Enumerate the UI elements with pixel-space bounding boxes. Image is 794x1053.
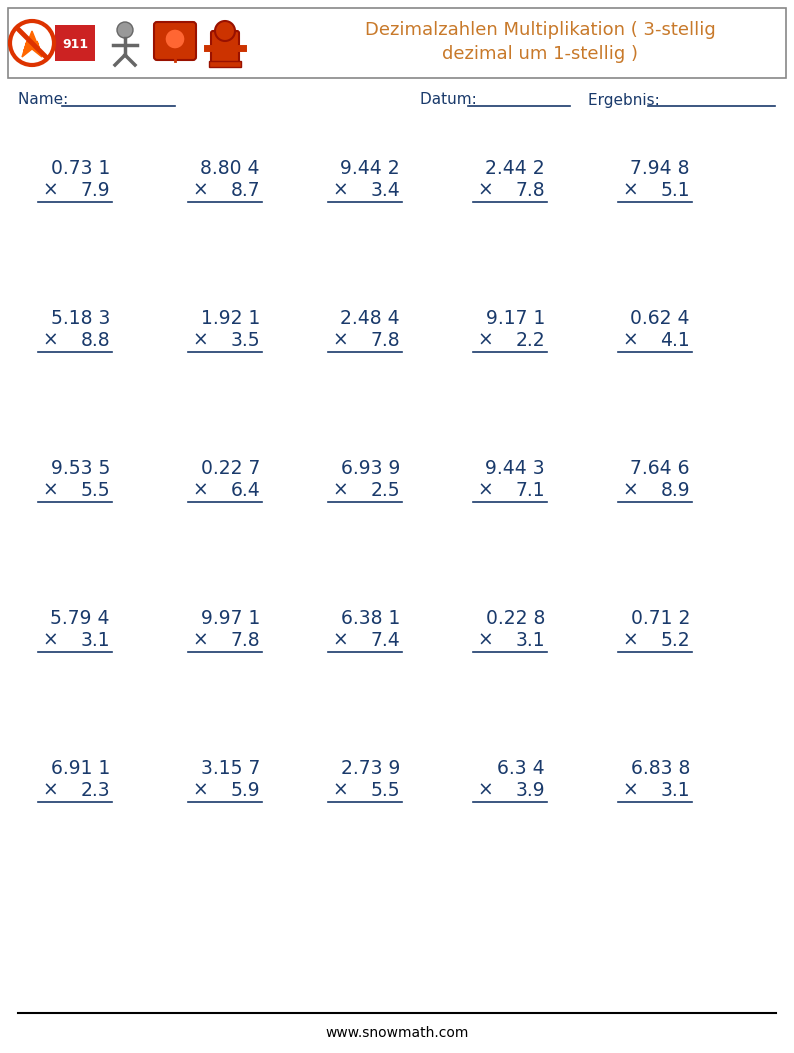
Text: 911: 911 xyxy=(62,39,88,52)
Text: 9.97 1: 9.97 1 xyxy=(201,609,260,628)
Text: 0.22 7: 0.22 7 xyxy=(201,458,260,477)
Text: 8.7: 8.7 xyxy=(230,180,260,199)
Text: 4.1: 4.1 xyxy=(661,331,690,350)
Text: Datum:: Datum: xyxy=(420,93,482,107)
Text: 2.2: 2.2 xyxy=(515,331,545,350)
Text: ×: × xyxy=(332,180,348,199)
Polygon shape xyxy=(22,31,42,57)
Text: 9.53 5: 9.53 5 xyxy=(51,458,110,477)
Text: 7.64 6: 7.64 6 xyxy=(630,458,690,477)
Text: dezimal um 1-stellig ): dezimal um 1-stellig ) xyxy=(442,45,638,63)
Text: 6.38 1: 6.38 1 xyxy=(341,609,400,628)
Text: ×: × xyxy=(42,780,58,799)
Bar xyxy=(55,25,95,61)
Text: 3.15 7: 3.15 7 xyxy=(201,758,260,777)
Text: ×: × xyxy=(42,480,58,499)
Text: 6.83 8: 6.83 8 xyxy=(630,758,690,777)
Text: ×: × xyxy=(477,631,493,650)
Text: 5.2: 5.2 xyxy=(661,631,690,650)
Circle shape xyxy=(10,21,54,65)
Text: 9.17 1: 9.17 1 xyxy=(486,309,545,327)
Text: 7.1: 7.1 xyxy=(515,480,545,499)
Text: 7.94 8: 7.94 8 xyxy=(630,159,690,178)
Text: 9.44 2: 9.44 2 xyxy=(341,159,400,178)
Text: 5.18 3: 5.18 3 xyxy=(51,309,110,327)
Text: ×: × xyxy=(192,180,208,199)
Text: 3.5: 3.5 xyxy=(230,331,260,350)
Text: ×: × xyxy=(622,780,638,799)
Text: 0.71 2: 0.71 2 xyxy=(630,609,690,628)
Text: 8.80 4: 8.80 4 xyxy=(201,159,260,178)
Text: 7.8: 7.8 xyxy=(370,331,400,350)
Text: 3.1: 3.1 xyxy=(661,780,690,799)
Text: 3.4: 3.4 xyxy=(370,180,400,199)
Text: 1.92 1: 1.92 1 xyxy=(201,309,260,327)
Text: 7.9: 7.9 xyxy=(80,180,110,199)
Circle shape xyxy=(117,22,133,38)
Circle shape xyxy=(165,29,185,49)
Text: 6.91 1: 6.91 1 xyxy=(51,758,110,777)
Text: Ergebnis:: Ergebnis: xyxy=(588,93,665,107)
Bar xyxy=(8,8,786,78)
Text: www.snowmath.com: www.snowmath.com xyxy=(326,1026,468,1040)
Text: 8.9: 8.9 xyxy=(661,480,690,499)
FancyBboxPatch shape xyxy=(154,22,196,60)
Text: 7.8: 7.8 xyxy=(230,631,260,650)
Bar xyxy=(209,61,241,67)
Text: 3.1: 3.1 xyxy=(515,631,545,650)
Text: 0.62 4: 0.62 4 xyxy=(630,309,690,327)
Text: 6.93 9: 6.93 9 xyxy=(341,458,400,477)
Text: ×: × xyxy=(332,331,348,350)
Circle shape xyxy=(215,21,235,41)
Text: ×: × xyxy=(192,480,208,499)
Text: ×: × xyxy=(622,331,638,350)
Text: 9.44 3: 9.44 3 xyxy=(485,458,545,477)
Text: 2.48 4: 2.48 4 xyxy=(341,309,400,327)
Text: ×: × xyxy=(42,180,58,199)
Text: 3.9: 3.9 xyxy=(515,780,545,799)
Text: 2.44 2: 2.44 2 xyxy=(485,159,545,178)
Text: 3.1: 3.1 xyxy=(80,631,110,650)
FancyBboxPatch shape xyxy=(211,31,239,65)
Text: ×: × xyxy=(192,780,208,799)
Text: 5.1: 5.1 xyxy=(661,180,690,199)
Text: ×: × xyxy=(622,180,638,199)
Text: ×: × xyxy=(477,480,493,499)
Text: ×: × xyxy=(192,631,208,650)
Text: ×: × xyxy=(622,631,638,650)
Text: Name:: Name: xyxy=(18,93,73,107)
Text: 2.3: 2.3 xyxy=(80,780,110,799)
Text: ×: × xyxy=(332,631,348,650)
Text: 5.5: 5.5 xyxy=(370,780,400,799)
Text: ×: × xyxy=(332,780,348,799)
Text: 0.73 1: 0.73 1 xyxy=(51,159,110,178)
Text: 6.3 4: 6.3 4 xyxy=(497,758,545,777)
Text: ×: × xyxy=(332,480,348,499)
Text: ×: × xyxy=(42,631,58,650)
Text: 5.9: 5.9 xyxy=(230,780,260,799)
Text: 0.22 8: 0.22 8 xyxy=(486,609,545,628)
Text: 7.8: 7.8 xyxy=(515,180,545,199)
Text: 7.4: 7.4 xyxy=(370,631,400,650)
Text: ×: × xyxy=(192,331,208,350)
Text: Dezimalzahlen Multiplikation ( 3-stellig: Dezimalzahlen Multiplikation ( 3-stellig xyxy=(364,21,715,39)
Text: 6.4: 6.4 xyxy=(230,480,260,499)
Text: ×: × xyxy=(622,480,638,499)
Text: 5.5: 5.5 xyxy=(80,480,110,499)
Text: ×: × xyxy=(477,331,493,350)
Text: 2.5: 2.5 xyxy=(370,480,400,499)
Text: 2.73 9: 2.73 9 xyxy=(341,758,400,777)
Text: ×: × xyxy=(42,331,58,350)
Text: 8.8: 8.8 xyxy=(80,331,110,350)
Text: ×: × xyxy=(477,780,493,799)
Text: ×: × xyxy=(477,180,493,199)
Text: 5.79 4: 5.79 4 xyxy=(51,609,110,628)
